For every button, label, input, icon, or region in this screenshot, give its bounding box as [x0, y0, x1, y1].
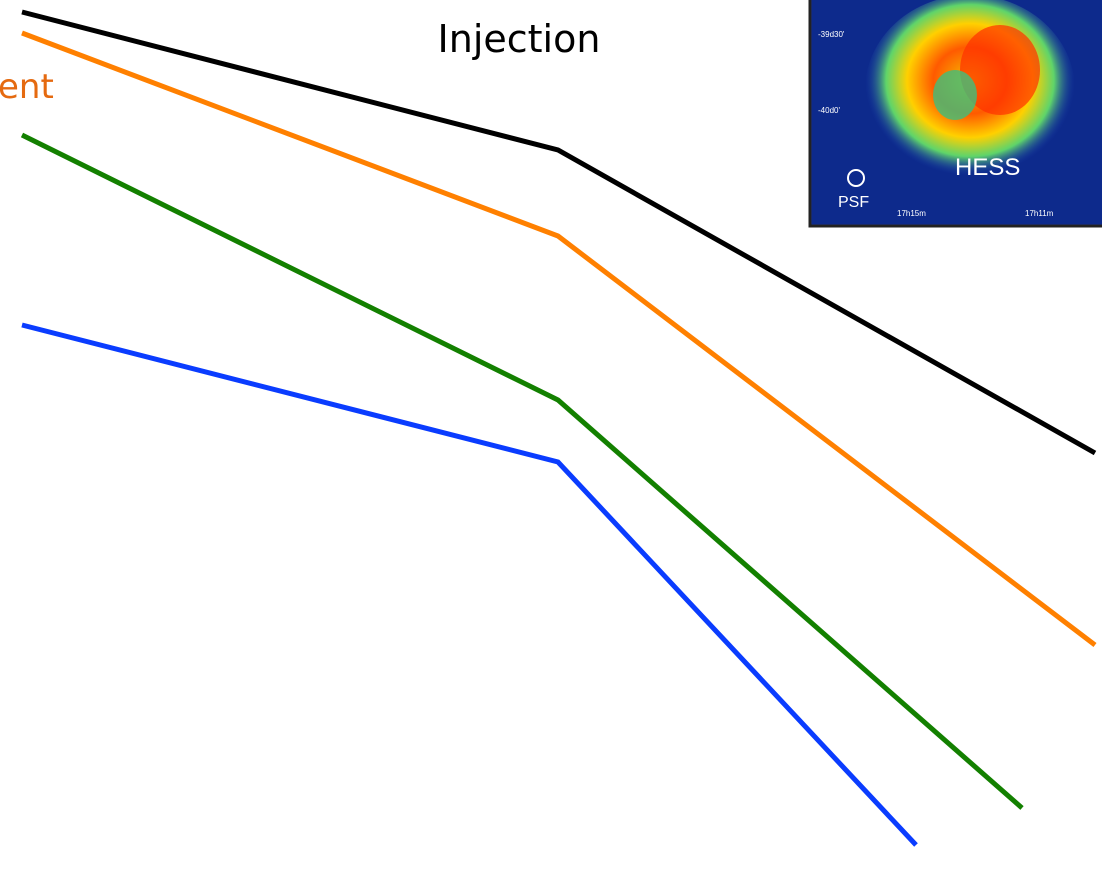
- title: Injection: [438, 17, 601, 61]
- dec-label: -39d30': [818, 30, 845, 39]
- dec-label: -40d0': [818, 106, 840, 115]
- ra-label: 17h11m: [1025, 209, 1054, 218]
- psf-label: PSF: [838, 194, 869, 211]
- green-curve: [22, 135, 1022, 808]
- curve-label: ent: [0, 67, 54, 107]
- inset-image: -39d30' -40d0' HESS PSF 17h15m 17h11m: [810, 0, 1102, 226]
- diagram: Injection ent -39d30' -40d0' HESS PSF 17…: [0, 0, 1102, 876]
- blue-curve: [22, 325, 916, 845]
- page: Injection ent -39d30' -40d0' HESS PSF 17…: [0, 0, 1102, 876]
- ra-label: 17h15m: [897, 209, 926, 218]
- instrument-label: HESS: [955, 154, 1020, 181]
